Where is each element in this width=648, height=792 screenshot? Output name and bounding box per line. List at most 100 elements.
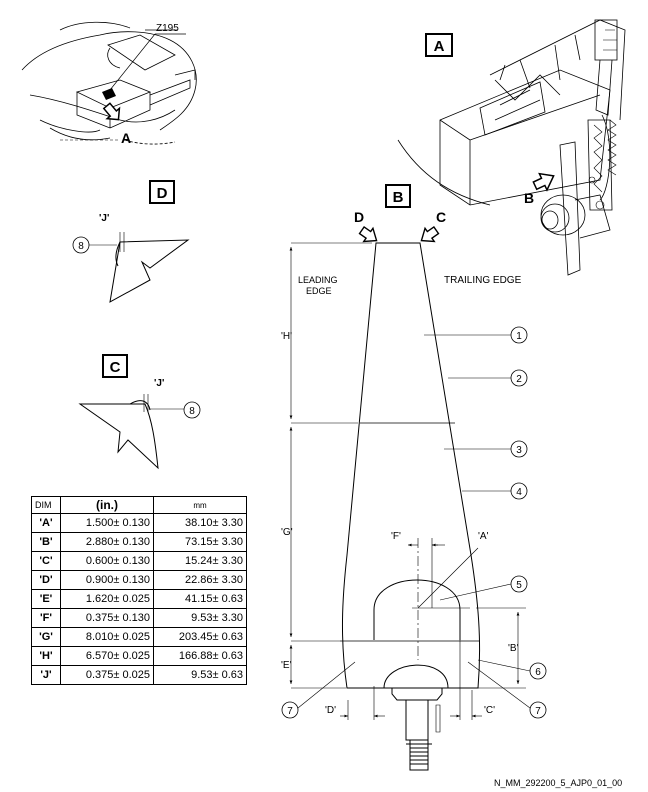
view-b-box [385,184,411,208]
zone-label: Z195 [156,23,179,34]
dim-a-label: 'A' [478,531,489,542]
table-cell-inches: 1.620± 0.025 [60,589,154,609]
leading-edge-label-2: EDGE [306,286,332,296]
view-b-box-label: B [393,189,404,206]
table-cell-dim: 'A' [31,513,61,533]
callout-3: 3 [510,440,528,458]
dimension-labels: 'H' 'G' 'E' 'F' 'A' 'B' 'D' 'C' [281,331,519,716]
view-b-blade [340,242,481,771]
view-a-box-label: A [434,38,445,55]
callout-5: 5 [510,575,528,593]
table-row: 'A' 1.500± 0.130 38.10± 3.30 [31,513,247,533]
table-header-inches: (in.) [60,496,154,514]
table-cell-mm: 73.15± 3.30 [153,532,247,552]
dimension-lines [289,242,526,720]
view-d-box-label: D [157,185,168,202]
svg-text:6: 6 [535,667,541,678]
view-a-gear-shading [588,29,617,210]
view-c-callout-circle [183,401,201,419]
view-d-box [149,180,175,204]
dim-d-label: 'D' [325,705,336,716]
svg-text:2: 2 [516,374,522,385]
table-row: 'H' 6.570± 0.025 166.88± 0.63 [31,646,247,666]
table-cell-dim: 'E' [31,589,61,609]
view-d-dim-label: 'J' [99,213,109,224]
dimension-table: DIM (in.) mm 'A' 1.500± 0.130 38.10± 3.30 … [31,496,247,685]
callout-1: 1 [510,326,528,344]
view-a-arrow-label: B [524,190,534,206]
view-c-dim-label: 'J' [154,378,164,389]
view-a-box [425,33,453,57]
table-cell-dim: 'D' [31,570,61,590]
table-cell-dim: 'B' [31,532,61,552]
figure-reference: N_MM_292200_5_AJP0_01_00 [494,778,623,788]
callout-6: 6 [529,662,547,680]
view-b-arrow-d-label: D [354,209,364,225]
locator-detail-marker [102,33,186,100]
view-c-box [102,354,128,378]
table-row: 'C' 0.600± 0.130 15.24± 3.30 [31,551,247,571]
dim-b-label: 'B' [508,643,519,654]
locator-arrow-label: A [121,130,131,146]
table-row: 'D' 0.900± 0.130 22.86± 3.30 [31,570,247,590]
table-cell-inches: 1.500± 0.130 [60,513,154,533]
table-cell-dim: 'G' [31,627,61,647]
table-cell-dim: 'C' [31,551,61,571]
arrow-c-icon [420,226,440,243]
dim-g-label: 'G' [281,527,293,538]
view-d-blade-section [109,232,190,303]
table-cell-inches: 0.600± 0.130 [60,551,154,571]
svg-text:1: 1 [516,331,522,342]
table-cell-mm: 9.53± 3.30 [153,608,247,628]
table-cell-inches: 0.375± 0.025 [60,665,154,685]
table-cell-inches: 6.570± 0.025 [60,646,154,666]
svg-text:4: 4 [516,487,522,498]
table-cell-inches: 0.900± 0.130 [60,570,154,590]
trailing-edge-label: TRAILING EDGE [444,275,522,286]
leading-edge-label-1: LEADING [298,275,338,285]
table-cell-dim: 'J' [31,665,61,685]
callout-7-left: 7 [281,701,299,719]
table-row: 'J' 0.375± 0.025 9.53± 0.63 [31,665,247,685]
arrow-d-icon [358,226,378,243]
table-cell-mm: 9.53± 0.63 [153,665,247,685]
view-c-blade-section [78,394,159,470]
table-header-mm: mm [153,496,247,514]
locator-sketch [21,21,197,145]
locator-arrow-a-icon [102,102,121,121]
callout-2: 2 [510,369,528,387]
table-row: 'F' 0.375± 0.130 9.53± 3.30 [31,608,247,628]
table-cell-mm: 203.45± 0.63 [153,627,247,647]
table-cell-mm: 22.86± 3.30 [153,570,247,590]
table-cell-dim: 'F' [31,608,61,628]
table-header-dim: DIM [31,496,61,514]
view-a-arrow-b-icon [532,172,555,192]
svg-text:3: 3 [516,445,522,456]
table-cell-dim: 'H' [31,646,61,666]
view-d-callout-number: 8 [78,241,84,252]
view-b-arrow-c-label: C [436,209,446,225]
table-header-row: DIM (in.) mm [31,496,247,514]
callout-leaders [297,334,531,709]
callout-4: 4 [510,482,528,500]
table-row: 'B' 2.880± 0.130 73.15± 3.30 [31,532,247,552]
svg-text:7: 7 [287,706,293,717]
dim-f-label: 'F' [391,531,401,542]
view-c-callout-number: 8 [189,406,195,417]
dim-e-label: 'E' [281,660,292,671]
view-c-box-label: C [110,359,121,376]
table-cell-mm: 38.10± 3.30 [153,513,247,533]
svg-text:7: 7 [535,706,541,717]
table-cell-inches: 0.375± 0.130 [60,608,154,628]
table-cell-mm: 166.88± 0.63 [153,646,247,666]
table-cell-mm: 15.24± 3.30 [153,551,247,571]
svg-text:5: 5 [516,580,522,591]
table-row: 'E' 1.620± 0.025 41.15± 0.63 [31,589,247,609]
table-row: 'G' 8.010± 0.025 203.45± 0.63 [31,627,247,647]
table-cell-inches: 2.880± 0.130 [60,532,154,552]
dim-h-label: 'H' [281,331,292,342]
dim-c-label: 'C' [484,705,495,716]
table-cell-mm: 41.15± 0.63 [153,589,247,609]
callout-7-right: 7 [529,701,547,719]
